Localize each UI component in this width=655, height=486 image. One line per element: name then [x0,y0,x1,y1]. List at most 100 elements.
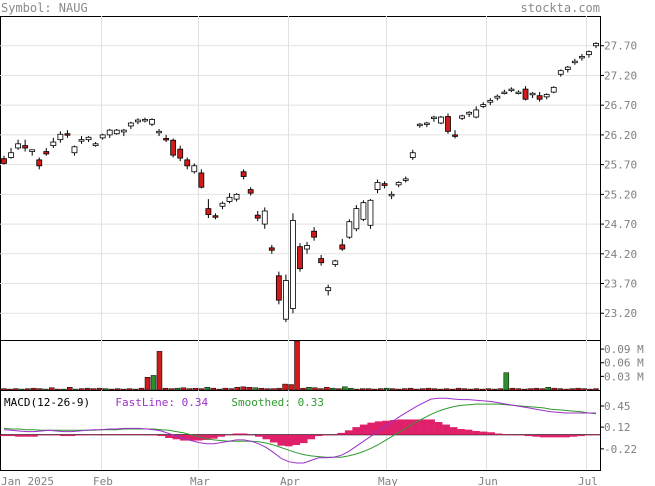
candle-body [233,193,240,200]
volume-bar [473,388,480,391]
candle-body [64,133,71,136]
candle-body [564,66,571,70]
macd-histogram-bar [90,434,98,435]
macd-histogram-bar [577,434,585,437]
volume-bar [67,387,73,391]
volume-bar [168,388,175,391]
price-tick-label: 24.70 [604,218,637,231]
smoothed-label: Smoothed: [231,396,291,409]
candle-body [290,220,296,309]
macd-histogram-bar [592,434,600,435]
volume-bar [509,387,516,391]
volume-bar [234,387,240,391]
volume-bar [228,388,234,391]
macd-histogram-bar [202,434,211,440]
candle-body [156,130,162,134]
candle-body [367,199,374,226]
volume-bar [102,388,109,391]
volume-bar [31,387,37,391]
candle-body [275,275,282,301]
macd-histogram-bar [487,432,495,435]
volume-bar [306,387,312,391]
volume-bar [49,387,55,391]
volume-bar [425,387,432,391]
volume-bar [569,388,575,391]
candle-body [339,244,346,250]
volume-bar [413,388,420,391]
candle-body [466,111,473,115]
volume-bar [587,388,593,391]
candle-body [247,189,254,194]
volume-bar [264,388,270,391]
candle-body [120,129,127,133]
candle-body [304,245,310,250]
candle-body [325,287,332,292]
macd-histogram-bar [532,434,540,437]
candle-body [494,95,501,99]
macd-histogram-bar [60,434,68,437]
volume-bar [43,388,49,391]
candle-body [240,171,247,177]
macd-histogram-bar [554,434,563,438]
volume-bar [330,387,336,391]
macd-histogram-bar [247,434,256,436]
macd-histogram-bar [502,434,510,435]
candle-body [381,183,388,186]
volume-tick-label: 0.06 M [604,357,644,370]
price-tick-label: 27.20 [604,69,637,82]
volume-bar [575,387,581,391]
x-tick-label: Apr [280,475,300,486]
price-tick-label: 23.70 [604,278,637,291]
macd-histogram-bar [479,431,488,435]
volume-bar [96,387,103,391]
macd-histogram-bar [239,433,248,435]
macd-histogram-bar [225,434,233,436]
volume-bar [120,388,127,391]
macd-histogram-bar [97,434,106,436]
volume-bar [336,388,342,391]
candle-body [57,133,64,141]
volume-tick-label: 0.09 M [604,343,644,356]
volume-bar [198,388,205,391]
macd-histogram-bar [322,434,331,436]
macd-histogram-bar [37,434,46,436]
fastline-label: FastLine: [115,396,175,409]
volume-bar [366,388,372,391]
macd-title: MACD(12-26-9) [4,396,91,409]
macd-histogram-bar [217,434,226,437]
candle-body [43,151,50,155]
symbol-label: Symbol: NAUG [1,1,88,15]
volume-bar [312,387,318,391]
volume-bar [108,388,115,391]
macd-histogram-bar [254,434,263,437]
macd-histogram-bar [172,434,181,440]
x-tick-label: Feb [93,475,113,486]
volume-bar [581,388,587,391]
volume-bar [276,387,282,391]
candle-body [353,208,360,230]
candle-body [579,56,585,59]
candle-body [543,94,550,98]
price-tick-label: 23.20 [604,307,637,320]
candle-body [85,136,92,141]
volume-bar [252,387,258,391]
volume-bar [395,388,402,391]
candle-body [170,139,177,156]
candle-body [149,119,155,125]
candle-body [184,159,191,167]
x-tick-label: Jan 2025 [1,475,54,486]
macd-histogram-bar [344,430,353,435]
candle-body [254,214,261,219]
volume-bar [61,388,67,391]
macd-histogram-bar [30,434,38,437]
candle-body [536,95,543,100]
candle-body [508,88,515,92]
macd-histogram-bar [427,419,435,435]
candle-body [29,149,36,152]
macd-histogram-bar [210,434,218,439]
candle-body [113,129,120,135]
volume-bar [258,387,264,391]
candle-body [22,145,29,149]
volume-bar [593,388,599,391]
volume-bar [545,387,551,391]
